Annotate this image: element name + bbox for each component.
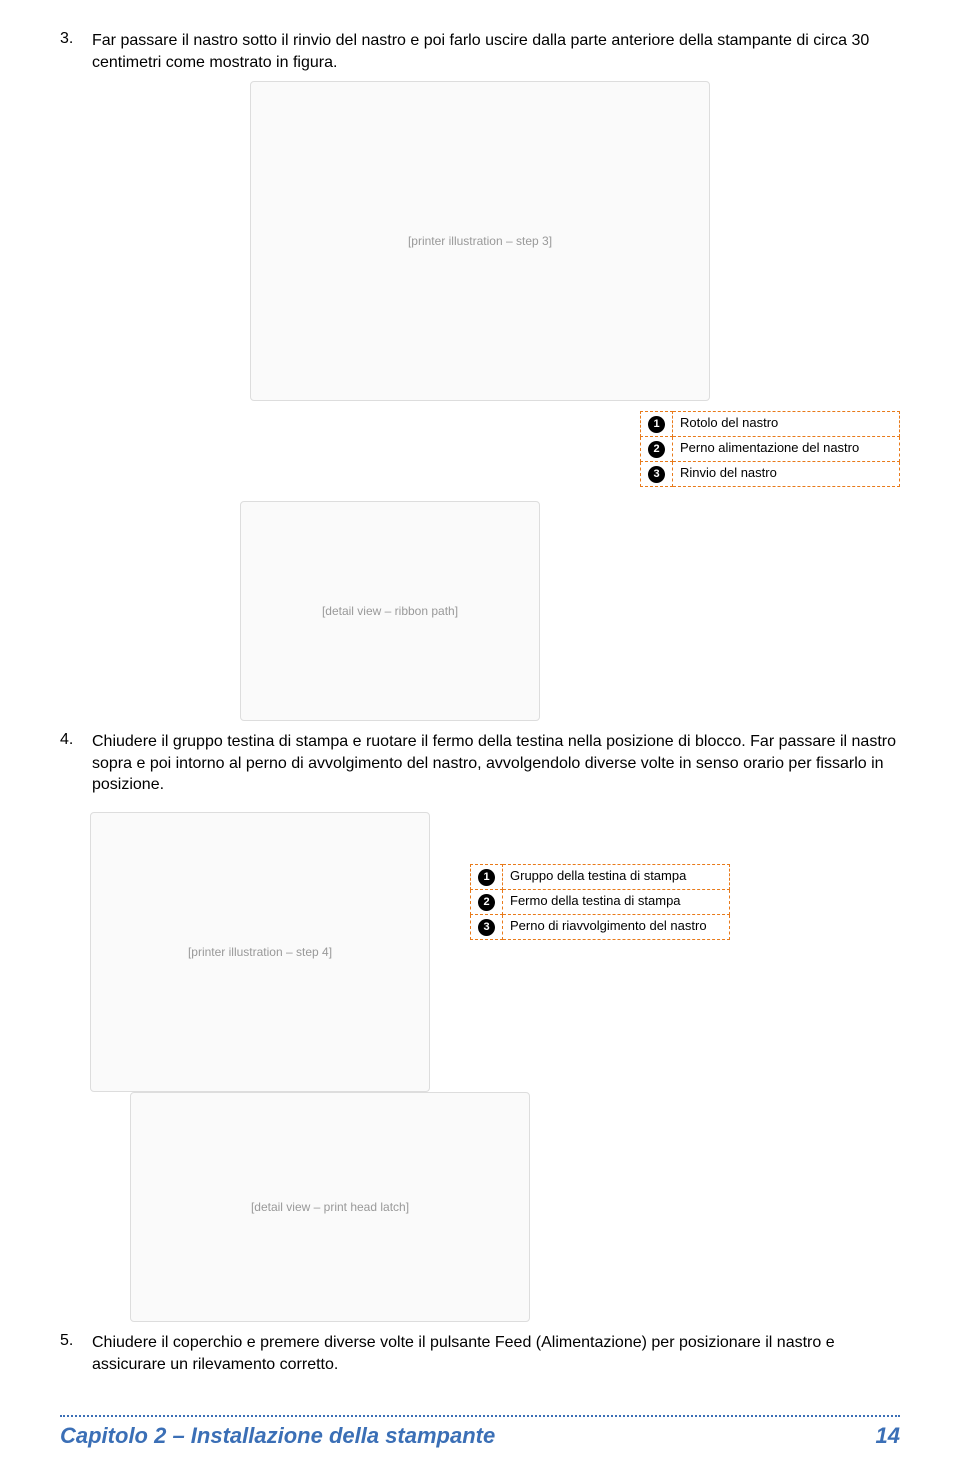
legend-1-row-2: 2 Perno alimentazione del nastro xyxy=(641,437,900,462)
step-4-number: 4. xyxy=(60,731,84,749)
figure-step3-detail: [detail view – ribbon path] xyxy=(240,501,540,721)
legend-2-row-2: 2 Fermo della testina di stampa xyxy=(471,889,730,914)
step-3: 3. Far passare il nastro sotto il rinvio… xyxy=(60,30,900,73)
legend-1-num-3: 3 xyxy=(648,466,665,483)
legend-1-num-2: 2 xyxy=(648,441,665,458)
legend-2-label-3: Perno di riavvolgimento del nastro xyxy=(503,914,730,939)
step4-figure-row: [printer illustration – step 4] 1 Gruppo… xyxy=(90,804,900,1092)
figure-step3-main: [printer illustration – step 3] xyxy=(250,81,710,401)
step-5-text: Chiudere il coperchio e premere diverse … xyxy=(92,1332,900,1375)
step-5: 5. Chiudere il coperchio e premere diver… xyxy=(60,1332,900,1375)
legend-1-num-1: 1 xyxy=(648,416,665,433)
legend-1-label-2: Perno alimentazione del nastro xyxy=(673,437,900,462)
legend-1: 1 Rotolo del nastro 2 Perno alimentazion… xyxy=(640,411,900,487)
legend-2-row-1: 1 Gruppo della testina di stampa xyxy=(471,864,730,889)
legend-1-label-1: Rotolo del nastro xyxy=(673,412,900,437)
step-5-number: 5. xyxy=(60,1332,84,1350)
figure-step4-main: [printer illustration – step 4] xyxy=(90,812,430,1092)
legend-2-row-3: 3 Perno di riavvolgimento del nastro xyxy=(471,914,730,939)
step-3-text: Far passare il nastro sotto il rinvio de… xyxy=(92,30,900,73)
step-4: 4. Chiudere il gruppo testina di stampa … xyxy=(60,731,900,796)
legend-2-num-2: 2 xyxy=(478,894,495,911)
step-4-text: Chiudere il gruppo testina di stampa e r… xyxy=(92,731,900,796)
footer-page-number: 14 xyxy=(876,1423,900,1449)
legend-2-num-1: 1 xyxy=(478,869,495,886)
footer-chapter: Capitolo 2 – Installazione della stampan… xyxy=(60,1423,495,1449)
legend-2-num-3: 3 xyxy=(478,919,495,936)
page-footer: Capitolo 2 – Installazione della stampan… xyxy=(60,1423,900,1449)
figure-step4-detail: [detail view – print head latch] xyxy=(130,1092,530,1322)
legend-1-row-3: 3 Rinvio del nastro xyxy=(641,462,900,487)
legend-1-row: 1 Rotolo del nastro 2 Perno alimentazion… xyxy=(60,411,900,487)
legend-1-label-3: Rinvio del nastro xyxy=(673,462,900,487)
legend-2: 1 Gruppo della testina di stampa 2 Fermo… xyxy=(470,864,730,940)
step-3-number: 3. xyxy=(60,30,84,48)
legend-2-label-2: Fermo della testina di stampa xyxy=(503,889,730,914)
legend-1-row-1: 1 Rotolo del nastro xyxy=(641,412,900,437)
footer-rule xyxy=(60,1415,900,1417)
legend-2-label-1: Gruppo della testina di stampa xyxy=(503,864,730,889)
